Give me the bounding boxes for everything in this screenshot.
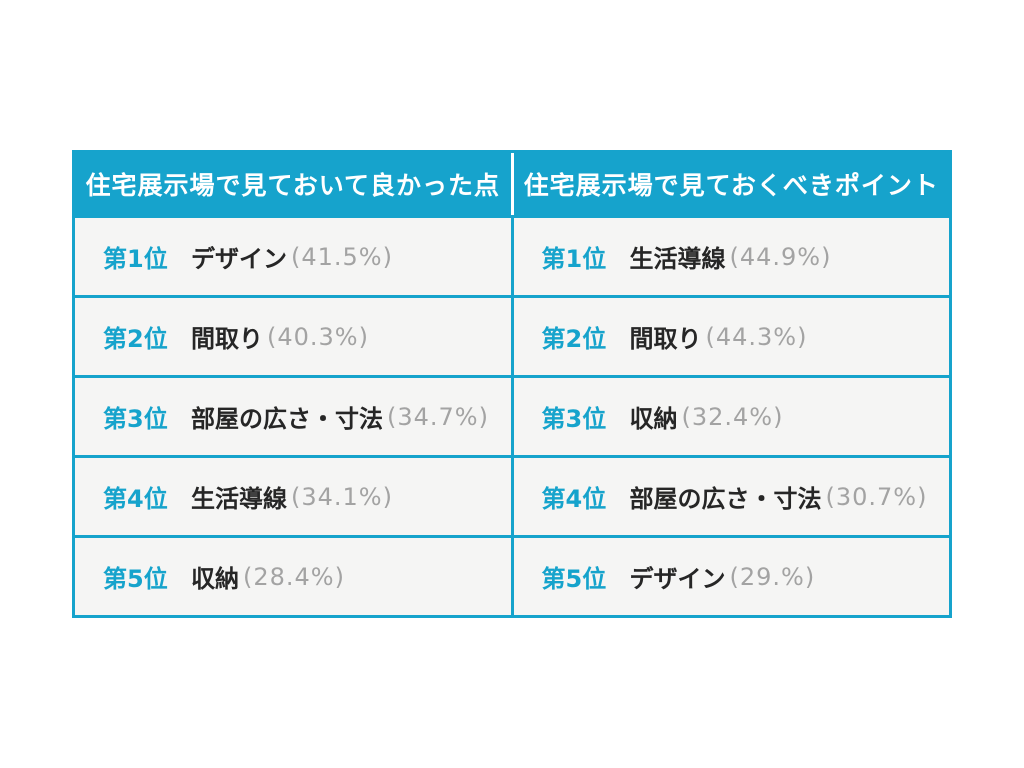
body-column-divider [510,535,514,615]
item-percent: (41.5%) [291,242,393,271]
rank-label: 第3位 [103,405,168,433]
rank-label: 第1位 [541,245,607,273]
rank-label: 第2位 [103,325,168,353]
item-percent: (30.7%) [825,482,928,511]
table-row: 第1位 デザイン (41.5%) [75,215,511,295]
table-row: 第2位 間取り (40.3%) [75,295,511,375]
item-name: 生活導線 [629,245,726,273]
rank-label: 第2位 [541,325,607,353]
table-row: 第4位 部屋の広さ・寸法 (30.7%) [513,455,949,535]
header-column-divider [510,153,514,215]
item-percent: (44.9%) [729,242,832,271]
item-name: 収納 [629,405,678,433]
rank-label: 第4位 [541,485,607,513]
item-name: 間取り [191,325,263,353]
column-header-should-see-points: 住宅展示場で見ておくべきポイント [513,153,949,215]
item-percent: (29.%) [729,562,816,591]
item-name: 部屋の広さ・寸法 [191,405,383,433]
item-name: 部屋の広さ・寸法 [629,485,822,513]
item-name: デザイン [191,245,287,273]
table-row: 第5位 収納 (28.4%) [75,535,511,615]
table-row: 第1位 生活導線 (44.9%) [513,215,949,295]
rank-label: 第5位 [103,565,168,593]
table-row: 第4位 生活導線 (34.1%) [75,455,511,535]
item-percent: (34.7%) [387,402,489,431]
rank-label: 第5位 [541,565,607,593]
table-row: 第3位 部屋の広さ・寸法 (34.7%) [75,375,511,455]
item-name: 生活導線 [191,485,287,513]
body-column-divider [510,295,514,375]
item-percent: (44.3%) [705,322,808,351]
item-percent: (32.4%) [681,402,784,431]
body-column-divider [510,215,514,295]
item-percent: (34.1%) [291,482,393,511]
column-header-good-points: 住宅展示場で見ておいて良かった点 [75,153,511,215]
table-row: 第3位 収納 (32.4%) [513,375,949,455]
body-column-divider [510,455,514,535]
rank-label: 第4位 [103,485,168,513]
item-name: 間取り [629,325,702,353]
item-name: 収納 [191,565,239,593]
rank-label: 第3位 [541,405,607,433]
ranking-comparison-table: 住宅展示場で見ておいて良かった点 住宅展示場で見ておくべきポイント 第1位 デザ… [72,150,952,618]
body-column-divider [510,375,514,455]
item-percent: (40.3%) [267,322,369,351]
item-percent: (28.4%) [243,562,345,591]
table-row: 第2位 間取り (44.3%) [513,295,949,375]
table-row: 第5位 デザイン (29.%) [513,535,949,615]
item-name: デザイン [629,565,726,593]
rank-label: 第1位 [103,245,168,273]
